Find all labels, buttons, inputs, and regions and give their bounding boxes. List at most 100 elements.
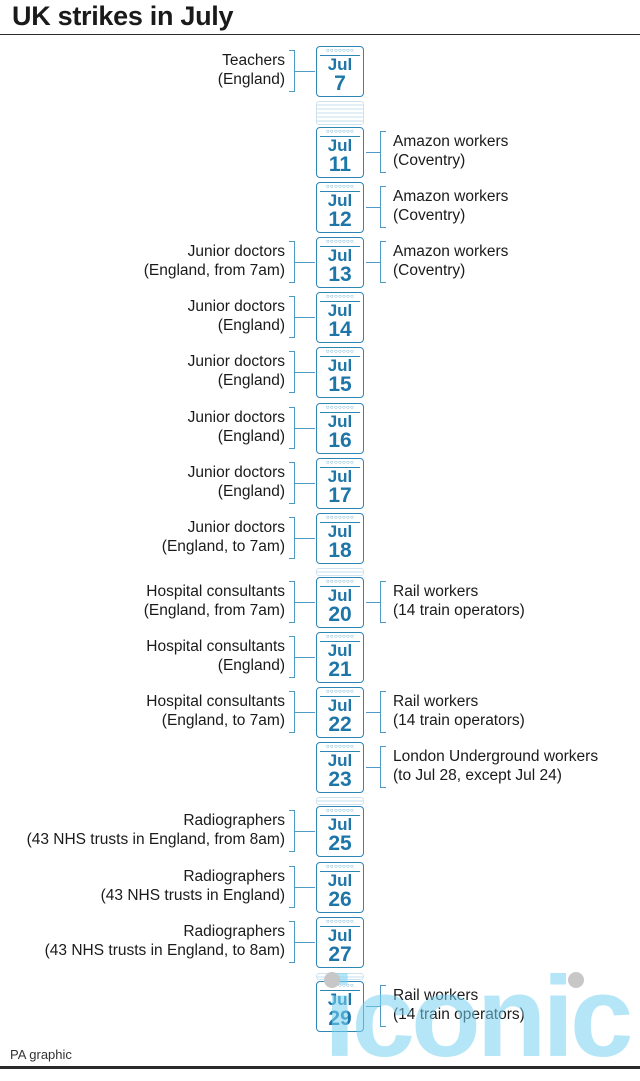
left-bracket-connector: [289, 50, 315, 92]
strike-group: Hospital consultants: [146, 693, 285, 710]
calendar-month: Jul: [327, 641, 353, 660]
calendar-rings-icon: ○○○○○○○: [325, 689, 355, 695]
calendar-day: 20: [328, 603, 352, 626]
strike-detail: (England): [217, 71, 285, 88]
strike-detail: (England, from 7am): [143, 602, 285, 619]
footer-divider: [0, 1066, 640, 1069]
strike-detail: (England, to 7am): [161, 712, 285, 729]
strike-group: Junior doctors: [187, 409, 285, 426]
calendar-header-line: [320, 990, 360, 991]
calendar-icon: ○○○○○○○ Jul 17: [316, 458, 364, 509]
calendar-month: Jul: [327, 586, 353, 605]
left-bracket-connector: [289, 866, 315, 908]
calendar-icon: ○○○○○○○ Jul 16: [316, 403, 364, 454]
strike-detail: (England, to 7am): [161, 538, 285, 555]
left-strike-label: Junior doctors (England): [188, 352, 285, 390]
skipped-day-placeholder: [316, 797, 364, 805]
calendar-header-line: [320, 871, 360, 872]
watermark-dot: [324, 972, 340, 988]
strike-detail: (Coventry): [393, 152, 466, 169]
calendar-icon: ○○○○○○○ Jul 26: [316, 862, 364, 913]
calendar-month: Jul: [327, 467, 353, 486]
calendar-header-line: [320, 246, 360, 247]
left-strike-label: Junior doctors (England): [188, 463, 285, 501]
strike-detail: (14 train operators): [393, 712, 525, 729]
strike-detail: (England): [217, 428, 285, 445]
source-credit: PA graphic: [10, 1047, 72, 1062]
strike-day-row: ○○○○○○○ Jul 12 Amazon workers (Coventry): [0, 182, 640, 236]
strike-day-row: ○○○○○○○ Jul 16 Junior doctors (England): [0, 403, 640, 457]
strike-day-row: ○○○○○○○ Jul 18 Junior doctors (England, to 7…: [0, 513, 640, 567]
strike-day-row: ○○○○○○○ Jul 13 Junior doctors (England, from…: [0, 237, 640, 291]
left-strike-label: Junior doctors (England): [188, 297, 285, 335]
strike-day-row: ○○○○○○○ Jul 20 Hospital consultants (England…: [0, 577, 640, 631]
calendar-rings-icon: ○○○○○○○: [325, 294, 355, 300]
calendar-month: Jul: [327, 871, 353, 890]
calendar-day: 16: [328, 429, 352, 452]
left-strike-label: Junior doctors (England): [188, 408, 285, 446]
calendar-rings-icon: ○○○○○○○: [325, 184, 355, 190]
calendar-rings-icon: ○○○○○○○: [325, 864, 355, 870]
strike-group: Junior doctors: [187, 464, 285, 481]
strike-day-row: ○○○○○○○ Jul 26 Radiographers (43 NHS trusts …: [0, 862, 640, 916]
strike-group: Amazon workers: [393, 243, 509, 260]
right-strike-label: London Underground workers (to Jul 28, ex…: [393, 747, 598, 785]
calendar-icon: ○○○○○○○ Jul 11: [316, 127, 364, 178]
calendar-icon: ○○○○○○○ Jul 21: [316, 632, 364, 683]
calendar-month: Jul: [327, 522, 353, 541]
calendar-rings-icon: ○○○○○○○: [325, 744, 355, 750]
calendar-header-line: [320, 191, 360, 192]
calendar-rings-icon: ○○○○○○○: [325, 634, 355, 640]
page-title: UK strikes in July: [12, 1, 234, 31]
calendar-month: Jul: [327, 191, 353, 210]
calendar-day: 14: [328, 318, 352, 341]
strike-group: Rail workers: [393, 987, 479, 1004]
strike-day-row: ○○○○○○○ Jul 17 Junior doctors (England): [0, 458, 640, 512]
calendar-header-line: [320, 815, 360, 816]
calendar-month: Jul: [327, 356, 353, 375]
left-strike-label: Hospital consultants (England): [146, 637, 285, 675]
calendar-header-line: [320, 136, 360, 137]
calendar-rings-icon: ○○○○○○○: [325, 919, 355, 925]
left-bracket-connector: [289, 296, 315, 338]
left-bracket-connector: [289, 636, 315, 678]
strike-day-row: ○○○○○○○ Jul 22 Hospital consultants (England…: [0, 687, 640, 741]
strike-group: Teachers: [222, 52, 285, 69]
strike-group: Junior doctors: [187, 519, 285, 536]
calendar-icon: ○○○○○○○ Jul 7: [316, 46, 364, 97]
left-strike-label: Junior doctors (England, from 7am): [144, 242, 285, 280]
strike-detail: (England): [217, 317, 285, 334]
left-bracket-connector: [289, 241, 315, 283]
calendar-day: 11: [328, 153, 352, 176]
strike-group: Amazon workers: [393, 133, 509, 150]
calendar-day: 23: [328, 768, 352, 791]
calendar-icon: ○○○○○○○ Jul 13: [316, 237, 364, 288]
left-strike-label: Teachers (England): [218, 51, 285, 89]
strike-day-row: ○○○○○○○ Jul 7 Teachers (England): [0, 46, 640, 100]
calendar-day: 7: [334, 72, 346, 95]
calendar-icon: ○○○○○○○ Jul 27: [316, 917, 364, 968]
strike-day-row: ○○○○○○○ Jul 14 Junior doctors (England): [0, 292, 640, 346]
calendar-day: 25: [328, 832, 352, 855]
calendar-icon: ○○○○○○○ Jul 23: [316, 742, 364, 793]
calendar-month: Jul: [327, 55, 353, 74]
left-strike-label: Hospital consultants (England, to 7am): [146, 692, 285, 730]
calendar-rings-icon: ○○○○○○○: [325, 405, 355, 411]
right-bracket-connector: [366, 581, 386, 623]
calendar-icon: ○○○○○○○ Jul 14: [316, 292, 364, 343]
calendar-header-line: [320, 751, 360, 752]
right-bracket-connector: [366, 985, 386, 1027]
calendar-day: 18: [328, 539, 352, 562]
calendar-header-line: [320, 356, 360, 357]
calendar-rings-icon: ○○○○○○○: [325, 515, 355, 521]
calendar-icon: ○○○○○○○ Jul 18: [316, 513, 364, 564]
calendar-rings-icon: ○○○○○○○: [325, 579, 355, 585]
calendar-icon: ○○○○○○○ Jul 20: [316, 577, 364, 628]
right-bracket-connector: [366, 691, 386, 733]
strike-detail: (Coventry): [393, 262, 466, 279]
calendar-header-line: [320, 412, 360, 413]
strike-group: London Underground workers: [393, 748, 599, 765]
right-bracket-connector: [366, 746, 386, 788]
strike-day-row: ○○○○○○○ Jul 15 Junior doctors (England): [0, 347, 640, 401]
calendar-rings-icon: ○○○○○○○: [325, 349, 355, 355]
